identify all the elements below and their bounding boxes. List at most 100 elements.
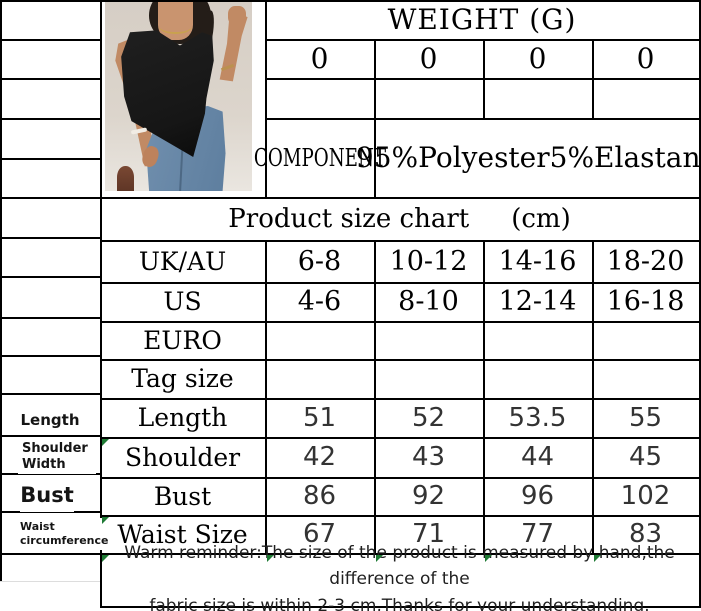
warm-reminder: Warm reminder:The size of the product is…	[100, 543, 699, 611]
sidebar-label-length: Length	[20, 406, 80, 434]
size-value: 52	[411, 402, 446, 433]
size-chart-title: Product size chart	[228, 203, 470, 234]
component-label-cell: COMPONENT	[253, 118, 385, 197]
grid-line	[0, 276, 100, 278]
grid-line	[265, 240, 267, 553]
size-value: 53.5	[508, 402, 567, 433]
size-value: 96	[520, 481, 555, 511]
row-label-ukau: UK/AU	[138, 246, 227, 276]
sidebar-label-text: Shoulder	[22, 440, 88, 456]
size-value: 83	[628, 519, 663, 549]
grid-line	[0, 473, 100, 475]
size-value: 92	[411, 481, 446, 511]
size-value: 8-10	[398, 286, 459, 317]
plant-pot	[116, 166, 135, 191]
row-label-waist: Waist Size	[117, 519, 248, 549]
weight-value: 0	[310, 41, 329, 75]
grid-line	[0, 78, 100, 80]
sidebar-label-text: circumference	[20, 534, 109, 547]
cell-corner-marker	[594, 555, 601, 562]
size-value: 86	[302, 481, 337, 511]
cell-corner-marker	[376, 555, 383, 562]
cell-corner-marker	[485, 555, 492, 562]
size-value: 18-20	[606, 245, 685, 277]
grid-line	[592, 39, 594, 118]
size-value: 16-18	[606, 286, 685, 317]
grid-line	[100, 359, 701, 361]
warm-reminder-line1: Warm reminder:The size of the product is…	[124, 542, 675, 590]
size-chart-title-cell: Product size chart (cm)	[100, 197, 699, 240]
size-value: 6-8	[297, 245, 342, 277]
sidebar-label-shoulder-width: Shoulder Width	[18, 440, 96, 474]
sidebar-label-text: Width	[22, 457, 66, 472]
size-value: 4-6	[297, 286, 342, 317]
sidebar-label-bust: Bust	[20, 478, 74, 512]
grid-line	[0, 511, 100, 513]
necklace	[159, 19, 192, 35]
grid-line	[100, 606, 701, 608]
size-value: 45	[628, 442, 663, 472]
model-raised-hand	[228, 5, 247, 25]
size-value: 14-16	[498, 245, 577, 277]
grid-line	[0, 393, 100, 395]
grid-line	[100, 0, 102, 608]
weight-value: 0	[636, 41, 655, 75]
size-value: 67	[302, 519, 337, 549]
size-value: 51	[302, 402, 337, 433]
size-value: 43	[411, 442, 446, 472]
sidebar-label-text: Length	[20, 411, 80, 429]
grid-line	[100, 437, 701, 439]
grid-line	[0, 435, 100, 437]
grid-line	[0, 0, 701, 2]
component-label: COMPONENT	[253, 143, 386, 172]
row-label-bust: Bust	[153, 481, 212, 511]
cell-corner-marker	[102, 439, 109, 446]
grid-line	[100, 477, 701, 479]
grid-line	[483, 39, 485, 118]
grid-line	[0, 39, 100, 41]
row-label-length: Length	[137, 403, 228, 432]
row-label-euro: EURO	[143, 325, 222, 355]
grid-line	[0, 0, 2, 581]
component-value: 95%Polyester5%Elastane	[355, 140, 701, 174]
grid-line	[100, 398, 701, 400]
row-label-us: US	[163, 287, 202, 316]
cell-corner-marker	[102, 517, 109, 524]
grid-line	[592, 240, 594, 553]
size-value: 42	[302, 442, 337, 472]
grid-line	[265, 118, 701, 120]
grid-line	[483, 240, 485, 553]
size-value: 10-12	[389, 245, 468, 277]
product-photo	[105, 2, 252, 191]
row-label-shoulder: Shoulder	[124, 442, 241, 472]
grid-line	[265, 0, 267, 197]
sidebar-label-text: Bust	[20, 483, 74, 507]
size-value: 44	[520, 442, 555, 472]
grid-line-faint	[0, 581, 100, 582]
row-label-tagsize: Tag size	[131, 364, 234, 393]
grid-line	[0, 355, 100, 357]
cell-corner-marker	[267, 555, 274, 562]
size-chart-unit: (cm)	[511, 203, 571, 234]
sidebar-label-text: Waist	[20, 519, 55, 533]
weight-value: 0	[528, 41, 547, 75]
grid-line	[374, 240, 376, 553]
grid-line	[100, 515, 701, 517]
grid-line	[699, 0, 701, 608]
grid-line	[100, 321, 701, 323]
grid-line	[0, 158, 100, 160]
size-value: 77	[520, 519, 555, 549]
weight-value: 0	[419, 41, 438, 75]
grid-line	[0, 237, 100, 239]
grid-line	[0, 553, 701, 555]
grid-line	[0, 317, 100, 319]
size-value: 55	[628, 402, 663, 433]
grid-line	[100, 282, 701, 284]
grid-line	[0, 197, 701, 199]
size-value: 12-14	[498, 286, 577, 317]
size-value: 102	[620, 481, 671, 511]
weight-header: WEIGHT (G)	[387, 2, 577, 36]
size-value: 71	[411, 519, 446, 549]
grid-line	[100, 240, 701, 242]
